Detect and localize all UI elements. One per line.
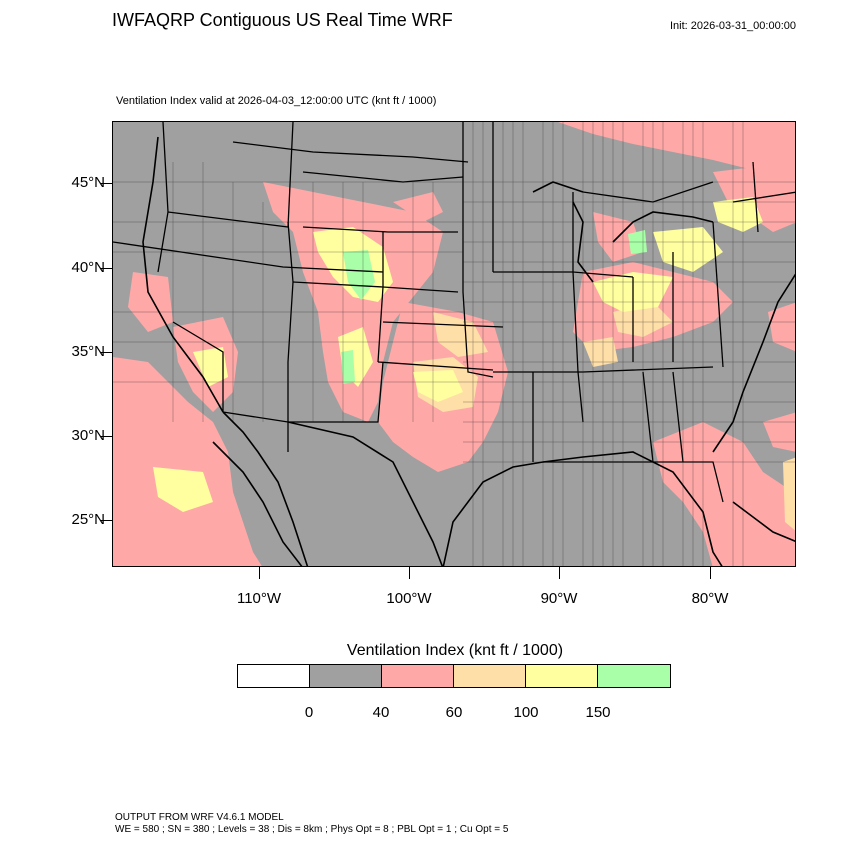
legend-box-2 (382, 665, 454, 687)
lon-tick (710, 567, 711, 579)
model-info-line-1: OUTPUT FROM WRF V4.6.1 MODEL (115, 812, 284, 823)
legend-box-5 (598, 665, 670, 687)
coastlines (142, 136, 795, 566)
lat-label-30: 30°N (71, 427, 105, 444)
lon-label-80w: 80°W (691, 590, 729, 607)
lon-tick (409, 567, 410, 579)
map-panel (112, 121, 796, 567)
lat-label-25: 25°N (71, 511, 105, 528)
legend-tick-40: 40 (372, 704, 390, 721)
model-info-line-2: WE = 580 ; SN = 380 ; Levels = 38 ; Dis … (115, 824, 509, 835)
legend-box-0 (238, 665, 310, 687)
init-time-label: Init: 2026-03-31_00:00:00 (670, 20, 796, 32)
lon-label-90w: 90°W (540, 590, 578, 607)
legend-box-1 (310, 665, 382, 687)
map-title: IWFAQRP Contiguous US Real Time WRF (112, 10, 453, 30)
lat-tick (100, 183, 112, 184)
legend-tick-100: 100 (513, 704, 539, 721)
legend-box-4 (526, 665, 598, 687)
lat-label-35: 35°N (71, 343, 105, 360)
lat-label-45: 45°N (71, 174, 105, 191)
lon-tick (559, 567, 560, 579)
legend-tick-150: 150 (585, 704, 611, 721)
map-subtitle: Ventilation Index valid at 2026-04-03_12… (116, 95, 437, 107)
county-boundaries (113, 122, 795, 566)
lon-label-100w: 100°W (386, 590, 432, 607)
lon-tick (259, 567, 260, 579)
lat-tick (100, 268, 112, 269)
lat-tick (100, 352, 112, 353)
lon-label-110w: 110°W (236, 590, 282, 607)
legend-box-3 (454, 665, 526, 687)
legend-title: Ventilation Index (knt ft / 1000) (346, 642, 564, 659)
lat-label-40: 40°N (71, 259, 105, 276)
lat-tick (100, 436, 112, 437)
legend-tick-0: 0 (304, 704, 314, 721)
legend-colorbar (237, 664, 671, 688)
legend-tick-60: 60 (445, 704, 463, 721)
map-canvas (113, 122, 795, 566)
lat-tick (100, 520, 112, 521)
